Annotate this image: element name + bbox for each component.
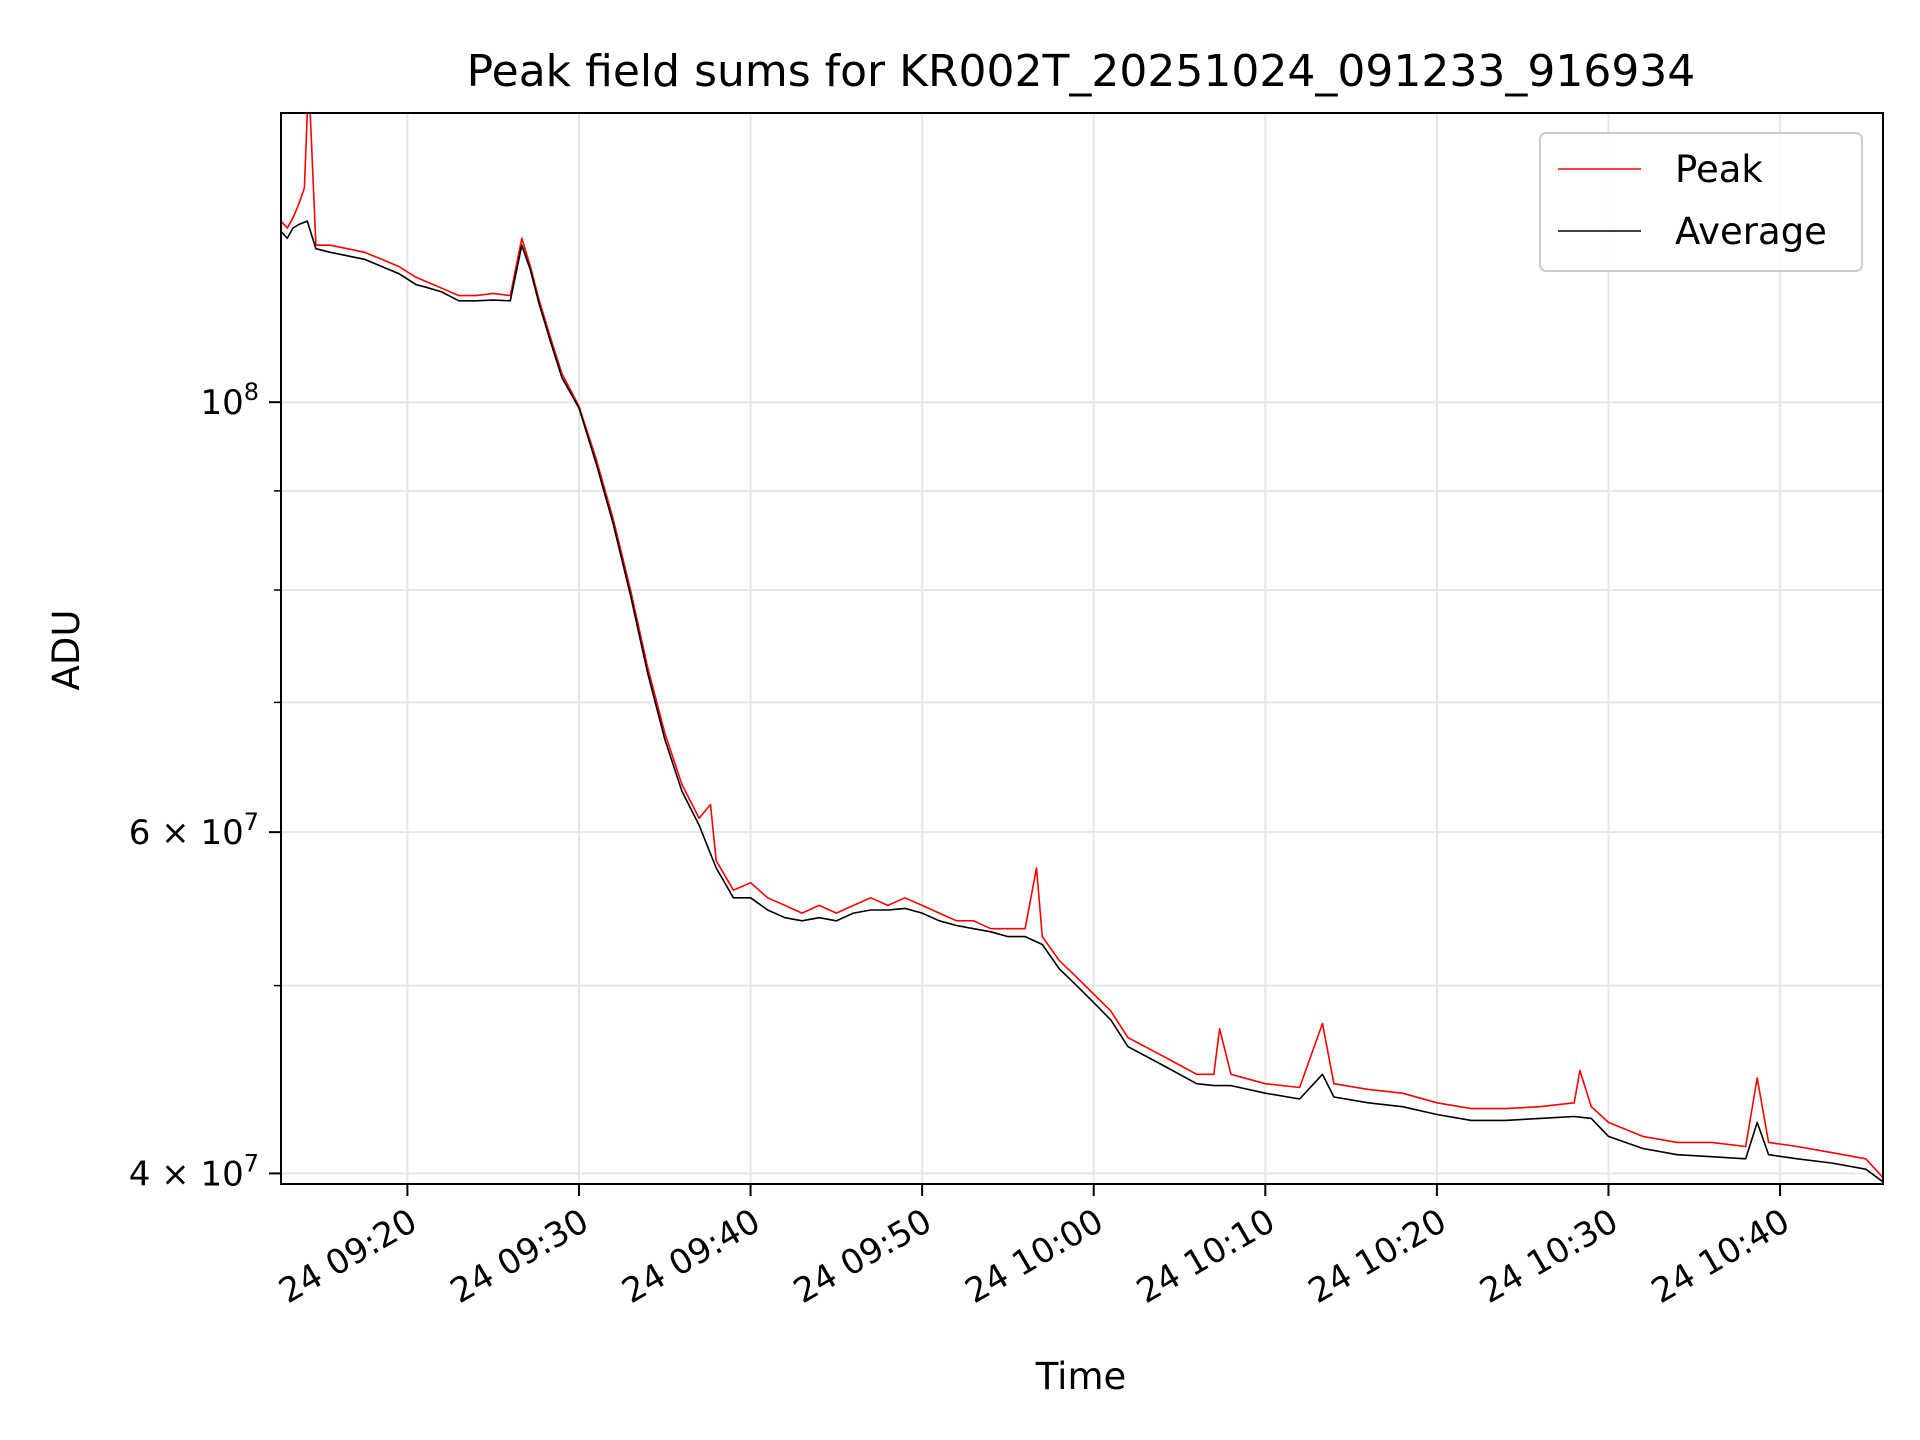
y-axis: 4 × 107 6 × 107 108 (129, 378, 281, 1194)
series-line-peak (281, 113, 1883, 1179)
chart-title: Peak field sums for KR002T_20251024_0912… (467, 46, 1696, 97)
legend-box (1539, 132, 1863, 272)
legend-label-average: Average (1675, 210, 1827, 253)
y-tick-label: 4 × 107 (129, 1149, 259, 1194)
plot-frame (280, 112, 1884, 1185)
series-layer (281, 113, 1883, 1183)
x-axis-label: Time (1035, 1355, 1127, 1398)
legend: Peak Average (1539, 132, 1863, 272)
y-tick-label: 6 × 107 (129, 808, 259, 853)
grid (281, 113, 1883, 1184)
series-line-average (281, 220, 1883, 1183)
y-tick-label: 108 (200, 378, 259, 423)
y-axis-label: ADU (45, 610, 88, 691)
legend-label-peak: Peak (1675, 148, 1763, 191)
